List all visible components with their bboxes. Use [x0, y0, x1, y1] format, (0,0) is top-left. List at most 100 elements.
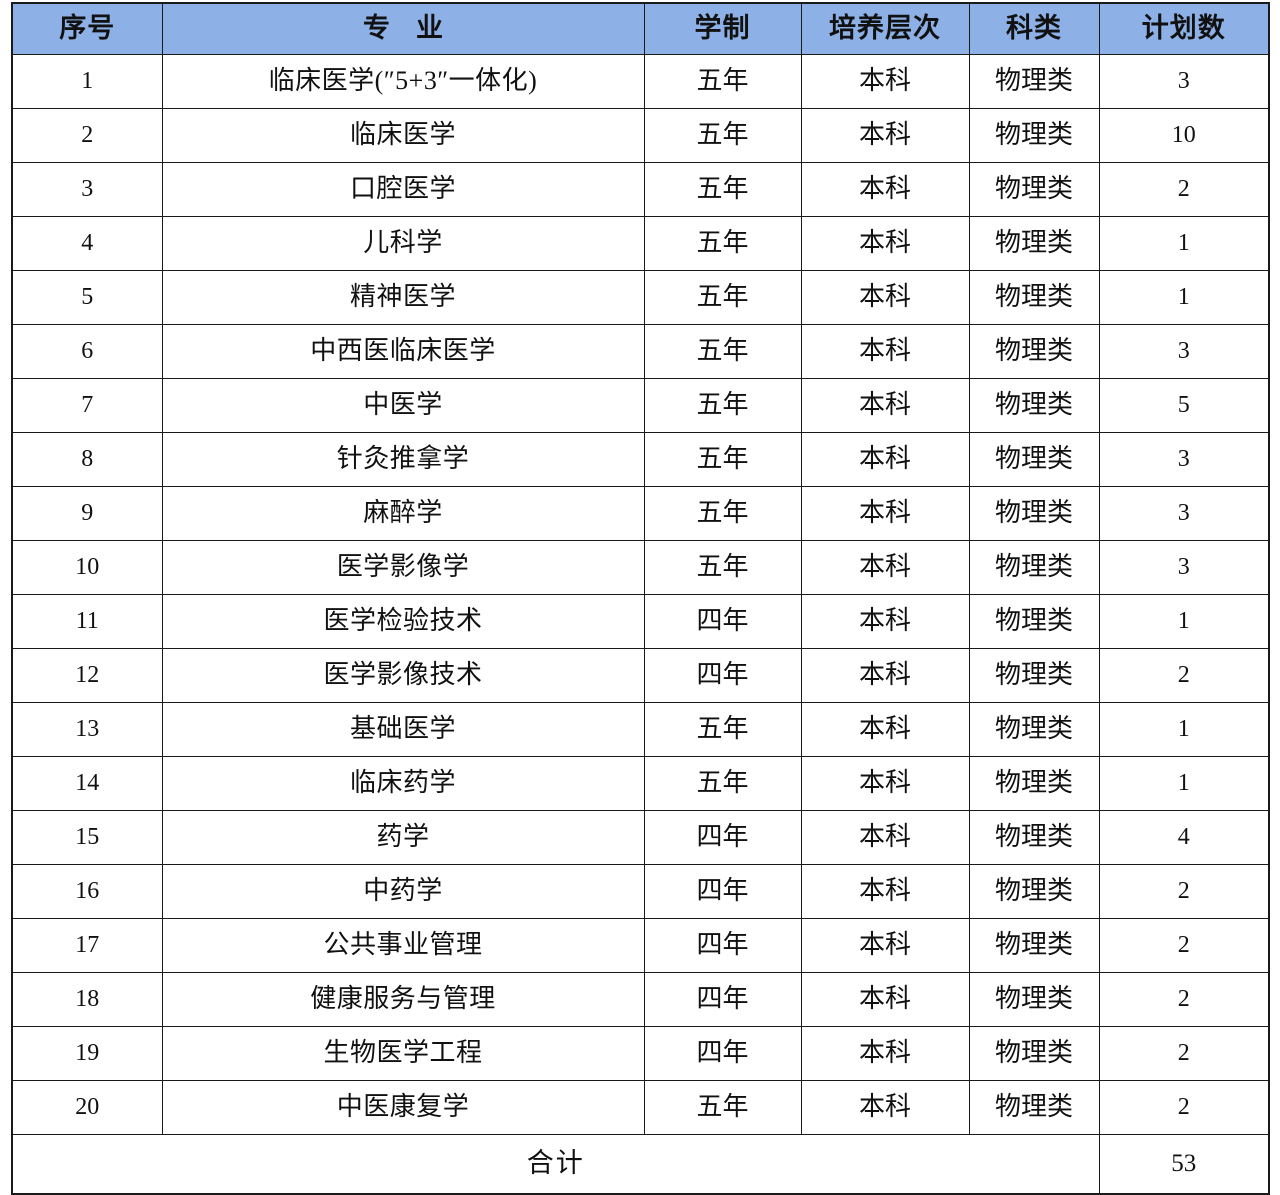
table-row: 16 中药学 四年 本科 物理类 2: [11, 864, 1270, 919]
table-cell-quota: 1: [1098, 702, 1270, 757]
table-cell-group: 物理类: [968, 1026, 1100, 1081]
enrollment-plan-table: 序号 专业 学制 培养层次 科类 计划数 1 临床医学(″5+3″一体化) 五年 本科…: [11, 2, 1270, 1195]
table-cell-quota: 10: [1098, 108, 1270, 163]
table-cell-seq: 19: [11, 1026, 163, 1081]
table-cell-quota: 5: [1098, 378, 1270, 433]
table-cell-years: 五年: [643, 270, 802, 325]
table-cell-group: 物理类: [968, 162, 1100, 217]
table-cell-major: 医学影像学: [161, 540, 645, 595]
table-cell-level: 本科: [800, 756, 970, 811]
column-header-seq: 序号: [11, 2, 163, 55]
table-cell-seq: 11: [11, 594, 163, 649]
table-row: 13 基础医学 五年 本科 物理类 1: [11, 702, 1270, 757]
table-cell-seq: 10: [11, 540, 163, 595]
column-header-level: 培养层次: [800, 2, 970, 55]
table-cell-group: 物理类: [968, 594, 1100, 649]
table-cell-seq: 18: [11, 972, 163, 1027]
table-cell-group: 物理类: [968, 702, 1100, 757]
table-cell-quota: 2: [1098, 1080, 1270, 1135]
table-cell-level: 本科: [800, 972, 970, 1027]
table-cell-quota: 2: [1098, 1026, 1270, 1081]
table-cell-level: 本科: [800, 108, 970, 163]
table-row: 5 精神医学 五年 本科 物理类 1: [11, 270, 1270, 325]
table-cell-level: 本科: [800, 1026, 970, 1081]
table-cell-quota: 3: [1098, 432, 1270, 487]
table-cell-level: 本科: [800, 1080, 970, 1135]
plan-table-sheet: 序号 专业 学制 培养层次 科类 计划数 1 临床医学(″5+3″一体化) 五年 本科…: [11, 2, 1270, 1195]
table-cell-seq: 2: [11, 108, 163, 163]
table-cell-years: 五年: [643, 54, 802, 109]
table-cell-major: 临床医学: [161, 108, 645, 163]
table-cell-years: 四年: [643, 1026, 802, 1081]
column-header-major: 专业: [161, 2, 645, 55]
table-cell-major: 口腔医学: [161, 162, 645, 217]
table-cell-level: 本科: [800, 162, 970, 217]
table-row: 15 药学 四年 本科 物理类 4: [11, 810, 1270, 865]
table-row: 8 针灸推拿学 五年 本科 物理类 3: [11, 432, 1270, 487]
table-header: 序号 专业 学制 培养层次 科类 计划数: [11, 2, 1270, 55]
table-cell-group: 物理类: [968, 810, 1100, 865]
table-cell-group: 物理类: [968, 54, 1100, 109]
table-cell-major: 基础医学: [161, 702, 645, 757]
table-cell-years: 五年: [643, 108, 802, 163]
table-cell-major: 中医康复学: [161, 1080, 645, 1135]
table-cell-major: 医学影像技术: [161, 648, 645, 703]
table-cell-level: 本科: [800, 216, 970, 271]
table-row: 11 医学检验技术 四年 本科 物理类 1: [11, 594, 1270, 649]
table-cell-group: 物理类: [968, 756, 1100, 811]
table-cell-seq: 7: [11, 378, 163, 433]
table-cell-level: 本科: [800, 378, 970, 433]
table-header-row: 序号 专业 学制 培养层次 科类 计划数: [11, 2, 1270, 55]
table-cell-level: 本科: [800, 486, 970, 541]
table-row: 4 儿科学 五年 本科 物理类 1: [11, 216, 1270, 271]
table-cell-level: 本科: [800, 918, 970, 973]
table-cell-years: 五年: [643, 216, 802, 271]
table-cell-level: 本科: [800, 324, 970, 379]
table-cell-level: 本科: [800, 864, 970, 919]
table-cell-major: 临床医学(″5+3″一体化): [161, 54, 645, 109]
table-cell-quota: 2: [1098, 918, 1270, 973]
table-cell-group: 物理类: [968, 486, 1100, 541]
table-cell-seq: 3: [11, 162, 163, 217]
table-cell-group: 物理类: [968, 432, 1100, 487]
table-cell-quota: 3: [1098, 540, 1270, 595]
table-cell-major: 针灸推拿学: [161, 432, 645, 487]
table-cell-quota: 2: [1098, 972, 1270, 1027]
table-cell-seq: 20: [11, 1080, 163, 1135]
table-cell-years: 四年: [643, 810, 802, 865]
column-header-years: 学制: [643, 2, 802, 55]
table-row: 2 临床医学 五年 本科 物理类 10: [11, 108, 1270, 163]
table-cell-group: 物理类: [968, 540, 1100, 595]
table-cell-level: 本科: [800, 540, 970, 595]
table-cell-quota: 3: [1098, 324, 1270, 379]
table-cell-quota: 2: [1098, 162, 1270, 217]
table-cell-level: 本科: [800, 594, 970, 649]
table-cell-years: 五年: [643, 486, 802, 541]
table-cell-major: 儿科学: [161, 216, 645, 271]
table-body: 1 临床医学(″5+3″一体化) 五年 本科 物理类 3 2 临床医学 五年 本科 物理类 10 3 口腔…: [11, 54, 1270, 1195]
table-cell-years: 五年: [643, 540, 802, 595]
table-cell-group: 物理类: [968, 1080, 1100, 1135]
table-row: 14 临床药学 五年 本科 物理类 1: [11, 756, 1270, 811]
table-cell-years: 五年: [643, 162, 802, 217]
table-cell-quota: 1: [1098, 594, 1270, 649]
table-cell-group: 物理类: [968, 864, 1100, 919]
table-cell-years: 五年: [643, 756, 802, 811]
table-cell-years: 五年: [643, 324, 802, 379]
table-cell-major: 生物医学工程: [161, 1026, 645, 1081]
table-cell-group: 物理类: [968, 216, 1100, 271]
table-cell-seq: 17: [11, 918, 163, 973]
table-cell-seq: 12: [11, 648, 163, 703]
table-cell-years: 五年: [643, 1080, 802, 1135]
table-cell-years: 五年: [643, 702, 802, 757]
total-label: 合计: [11, 1134, 1100, 1195]
table-row: 18 健康服务与管理 四年 本科 物理类 2: [11, 972, 1270, 1027]
table-cell-years: 五年: [643, 378, 802, 433]
table-cell-seq: 4: [11, 216, 163, 271]
table-row: 7 中医学 五年 本科 物理类 5: [11, 378, 1270, 433]
column-header-major-text-2: 业: [416, 13, 443, 44]
table-cell-level: 本科: [800, 702, 970, 757]
table-cell-quota: 3: [1098, 54, 1270, 109]
table-cell-years: 四年: [643, 918, 802, 973]
table-cell-level: 本科: [800, 810, 970, 865]
